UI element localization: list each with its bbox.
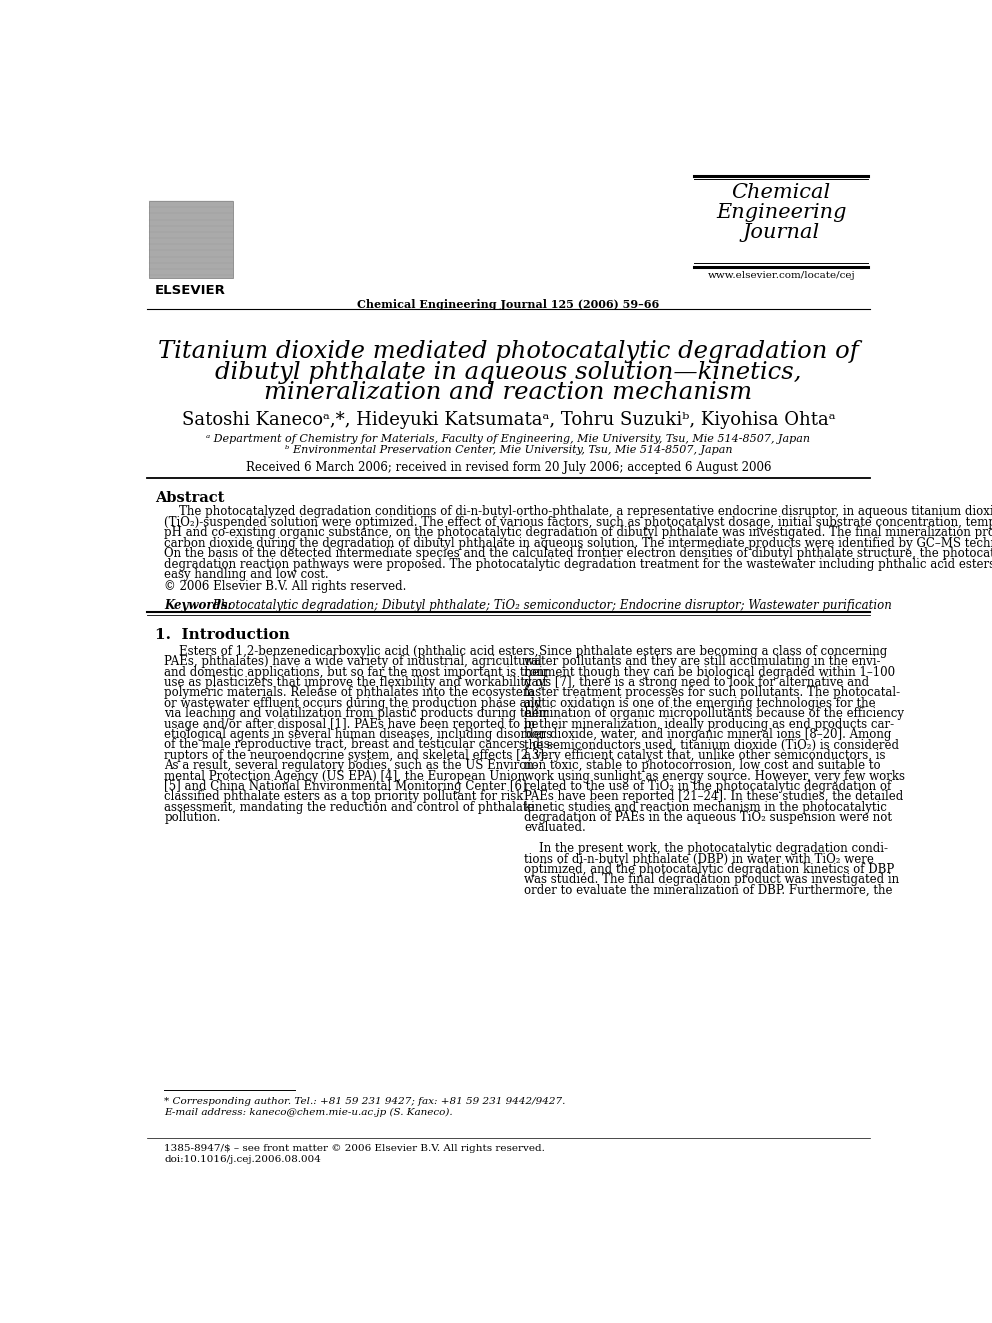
Text: easy handling and low cost.: easy handling and low cost.	[165, 568, 329, 581]
Text: the semiconductors used, titanium dioxide (TiO₂) is considered: the semiconductors used, titanium dioxid…	[524, 738, 899, 751]
Text: © 2006 Elsevier B.V. All rights reserved.: © 2006 Elsevier B.V. All rights reserved…	[165, 579, 407, 593]
Text: Esters of 1,2-benzenedicarboxylic acid (phthalic acid esters,: Esters of 1,2-benzenedicarboxylic acid (…	[165, 644, 539, 658]
Text: polymeric materials. Release of phthalates into the ecosystem: polymeric materials. Release of phthalat…	[165, 687, 535, 700]
Text: non toxic, stable to photocorrosion, low cost and suitable to: non toxic, stable to photocorrosion, low…	[524, 759, 881, 773]
Text: alytic oxidation is one of the emerging technologies for the: alytic oxidation is one of the emerging …	[524, 697, 876, 709]
Text: dibutyl phthalate in aqueous solution—kinetics,: dibutyl phthalate in aqueous solution—ki…	[215, 360, 802, 384]
Text: of the male reproductive tract, breast and testicular cancers, dis-: of the male reproductive tract, breast a…	[165, 738, 555, 751]
Bar	[149, 201, 232, 278]
Text: bon dioxide, water, and inorganic mineral ions [8–20]. Among: bon dioxide, water, and inorganic minera…	[524, 728, 891, 741]
Text: tions of di-n-butyl phthalate (DBP) in water with TiO₂ were: tions of di-n-butyl phthalate (DBP) in w…	[524, 853, 874, 865]
Text: Engineering: Engineering	[716, 204, 846, 222]
Text: pH and co-existing organic substance, on the photocatalytic degradation of dibut: pH and co-existing organic substance, on…	[165, 527, 992, 540]
Text: order to evaluate the mineralization of DBP. Furthermore, the: order to evaluate the mineralization of …	[524, 884, 893, 897]
Text: 1385-8947/$ – see front matter © 2006 Elsevier B.V. All rights reserved.: 1385-8947/$ – see front matter © 2006 El…	[165, 1144, 546, 1154]
Text: pollution.: pollution.	[165, 811, 221, 824]
Text: work using sunlight as energy source. However, very few works: work using sunlight as energy source. Ho…	[524, 770, 905, 782]
Text: carbon dioxide during the degradation of dibutyl phthalate in aqueous solution. : carbon dioxide during the degradation of…	[165, 537, 992, 549]
Text: * Corresponding author. Tel.: +81 59 231 9427; fax: +81 59 231 9442/9427.: * Corresponding author. Tel.: +81 59 231…	[165, 1097, 565, 1106]
Text: E-mail address: kaneco@chem.mie-u.ac.jp (S. Kaneco).: E-mail address: kaneco@chem.mie-u.ac.jp …	[165, 1107, 453, 1117]
Text: Satoshi Kanecoᵃ,*, Hideyuki Katsumataᵃ, Tohru Suzukiᵇ, Kiyohisa Ohtaᵃ: Satoshi Kanecoᵃ,*, Hideyuki Katsumataᵃ, …	[182, 411, 835, 430]
Text: a very efficient catalyst that, unlike other semiconductors, is: a very efficient catalyst that, unlike o…	[524, 749, 886, 762]
Text: PAEs have been reported [21–24]. In these studies, the detailed: PAEs have been reported [21–24]. In thes…	[524, 790, 903, 803]
Text: ruptors of the neuroendocrine system, and skeletal effects [2,3].: ruptors of the neuroendocrine system, an…	[165, 749, 548, 762]
Text: usage and/or after disposal [1]. PAEs have been reported to be: usage and/or after disposal [1]. PAEs ha…	[165, 717, 539, 730]
Text: [5] and China National Environmental Monitoring Center [6]: [5] and China National Environmental Mon…	[165, 781, 527, 792]
Text: water pollutants and they are still accumulating in the envi-: water pollutants and they are still accu…	[524, 655, 881, 668]
Text: 1.  Introduction: 1. Introduction	[155, 628, 290, 642]
Text: days [7], there is a strong need to look for alternative and: days [7], there is a strong need to look…	[524, 676, 869, 689]
Text: evaluated.: evaluated.	[524, 822, 585, 835]
Text: ᵃ Department of Chemistry for Materials, Faculty of Engineering, Mie University,: ᵃ Department of Chemistry for Materials,…	[206, 434, 810, 445]
Text: doi:10.1016/j.cej.2006.08.004: doi:10.1016/j.cej.2006.08.004	[165, 1155, 321, 1164]
Text: mineralization and reaction mechanism: mineralization and reaction mechanism	[264, 381, 753, 405]
Text: The photocatalyzed degradation conditions of di-n-butyl-ortho-phthalate, a repre: The photocatalyzed degradation condition…	[165, 505, 992, 519]
Text: ᵇ Environmental Preservation Center, Mie University, Tsu, Mie 514-8507, Japan: ᵇ Environmental Preservation Center, Mie…	[285, 446, 732, 455]
Text: elimination of organic micropollutants because of the efficiency: elimination of organic micropollutants b…	[524, 708, 904, 720]
Text: Photocatalytic degradation; Dibutyl phthalate; TiO₂ semiconductor; Endocrine dis: Photocatalytic degradation; Dibutyl phth…	[209, 598, 892, 611]
Text: As a result, several regulatory bodies, such as the US Environ-: As a result, several regulatory bodies, …	[165, 759, 539, 773]
Text: assessment, mandating the reduction and control of phthalate: assessment, mandating the reduction and …	[165, 800, 535, 814]
Text: (TiO₂)-suspended solution were optimized. The effect of various factors, such as: (TiO₂)-suspended solution were optimized…	[165, 516, 992, 529]
Text: In the present work, the photocatalytic degradation condi-: In the present work, the photocatalytic …	[524, 843, 888, 855]
Text: classified phthalate esters as a top priority pollutant for risk: classified phthalate esters as a top pri…	[165, 790, 524, 803]
Text: use as plasticizers that improve the flexibility and workability of: use as plasticizers that improve the fle…	[165, 676, 547, 689]
Text: via leaching and volatilization from plastic products during their: via leaching and volatilization from pla…	[165, 708, 549, 720]
Text: Since phthalate esters are becoming a class of concerning: Since phthalate esters are becoming a cl…	[524, 644, 887, 658]
Text: ELSEVIER: ELSEVIER	[155, 284, 225, 298]
Text: Titanium dioxide mediated photocatalytic degradation of: Titanium dioxide mediated photocatalytic…	[158, 340, 859, 363]
Text: was studied. The final degradation product was investigated in: was studied. The final degradation produ…	[524, 873, 899, 886]
Text: degradation reaction pathways were proposed. The photocatalytic degradation trea: degradation reaction pathways were propo…	[165, 557, 992, 570]
Text: and domestic applications, but so far the most important is their: and domestic applications, but so far th…	[165, 665, 549, 679]
Text: mental Protection Agency (US EPA) [4], the European Union: mental Protection Agency (US EPA) [4], t…	[165, 770, 526, 782]
Text: degradation of PAEs in the aqueous TiO₂ suspension were not: degradation of PAEs in the aqueous TiO₂ …	[524, 811, 892, 824]
Text: Chemical: Chemical	[732, 184, 830, 202]
Text: related to the use of TiO₂ in the photocatalytic degradation of: related to the use of TiO₂ in the photoc…	[524, 781, 891, 792]
Text: Journal: Journal	[743, 224, 819, 242]
Text: in their mineralization, ideally producing as end products car-: in their mineralization, ideally produci…	[524, 717, 894, 730]
Text: etiological agents in several human diseases, including disorders: etiological agents in several human dise…	[165, 728, 553, 741]
Text: faster treatment processes for such pollutants. The photocatal-: faster treatment processes for such poll…	[524, 687, 900, 700]
Text: Keywords:: Keywords:	[165, 598, 236, 611]
Text: Abstract: Abstract	[155, 491, 224, 505]
Text: Received 6 March 2006; received in revised form 20 July 2006; accepted 6 August : Received 6 March 2006; received in revis…	[246, 460, 771, 474]
Text: or wastewater effluent occurs during the production phase and: or wastewater effluent occurs during the…	[165, 697, 542, 709]
Text: On the basis of the detected intermediate species and the calculated frontier el: On the basis of the detected intermediat…	[165, 548, 992, 560]
Text: Chemical Engineering Journal 125 (2006) 59–66: Chemical Engineering Journal 125 (2006) …	[357, 299, 660, 310]
Text: www.elsevier.com/locate/cej: www.elsevier.com/locate/cej	[707, 271, 855, 280]
Text: PAEs, phthalates) have a wide variety of industrial, agricultural: PAEs, phthalates) have a wide variety of…	[165, 655, 543, 668]
Text: optimized, and the photocatalytic degradation kinetics of DBP: optimized, and the photocatalytic degrad…	[524, 863, 894, 876]
Text: ronment though they can be biological degraded within 1–100: ronment though they can be biological de…	[524, 665, 895, 679]
Text: kinetic studies and reaction mechanism in the photocatalytic: kinetic studies and reaction mechanism i…	[524, 800, 887, 814]
